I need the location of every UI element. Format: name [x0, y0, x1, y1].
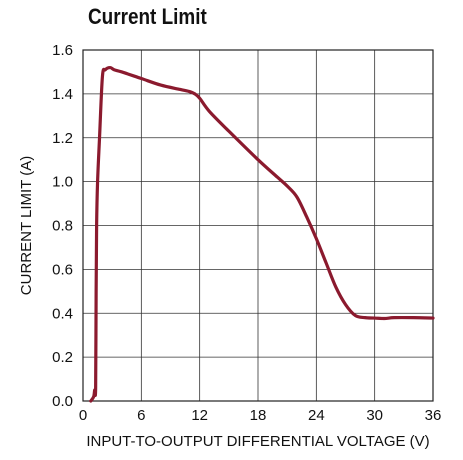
- x-tick-label: 6: [137, 407, 145, 424]
- grid: [82, 49, 434, 402]
- plot-frame: [82, 49, 434, 402]
- x-tick-label: 36: [425, 407, 442, 424]
- y-tick-label: 1.4: [52, 86, 73, 103]
- x-tick-label: 12: [191, 407, 208, 424]
- y-tick-label: 0.0: [52, 393, 73, 410]
- y-tick-label: 0.6: [52, 261, 73, 278]
- y-tick-label: 0.8: [52, 218, 73, 235]
- y-tick-label: 1.6: [52, 42, 73, 59]
- chart-title: Current Limit: [88, 4, 207, 29]
- x-tick-labels: 0 6 12 18 24 30 36: [79, 407, 442, 424]
- y-axis-label: CURRENT LIMIT (A): [18, 156, 35, 295]
- y-tick-labels: 0.0 0.2 0.4 0.6 0.8 1.0 1.2 1.4 1.6: [52, 42, 73, 410]
- x-tick-label: 18: [250, 407, 267, 424]
- y-tick-label: 1.0: [52, 174, 73, 191]
- x-tick-label: 0: [79, 407, 87, 424]
- current-limit-curve: [89, 65, 435, 403]
- x-tick-label: 24: [308, 407, 325, 424]
- x-tick-label: 30: [366, 407, 383, 424]
- y-tick-label: 1.2: [52, 130, 73, 147]
- y-tick-label: 0.2: [52, 349, 73, 366]
- y-tick-label: 0.4: [52, 305, 73, 322]
- x-axis-label: INPUT-TO-OUTPUT DIFFERENTIAL VOLTAGE (V): [86, 433, 429, 450]
